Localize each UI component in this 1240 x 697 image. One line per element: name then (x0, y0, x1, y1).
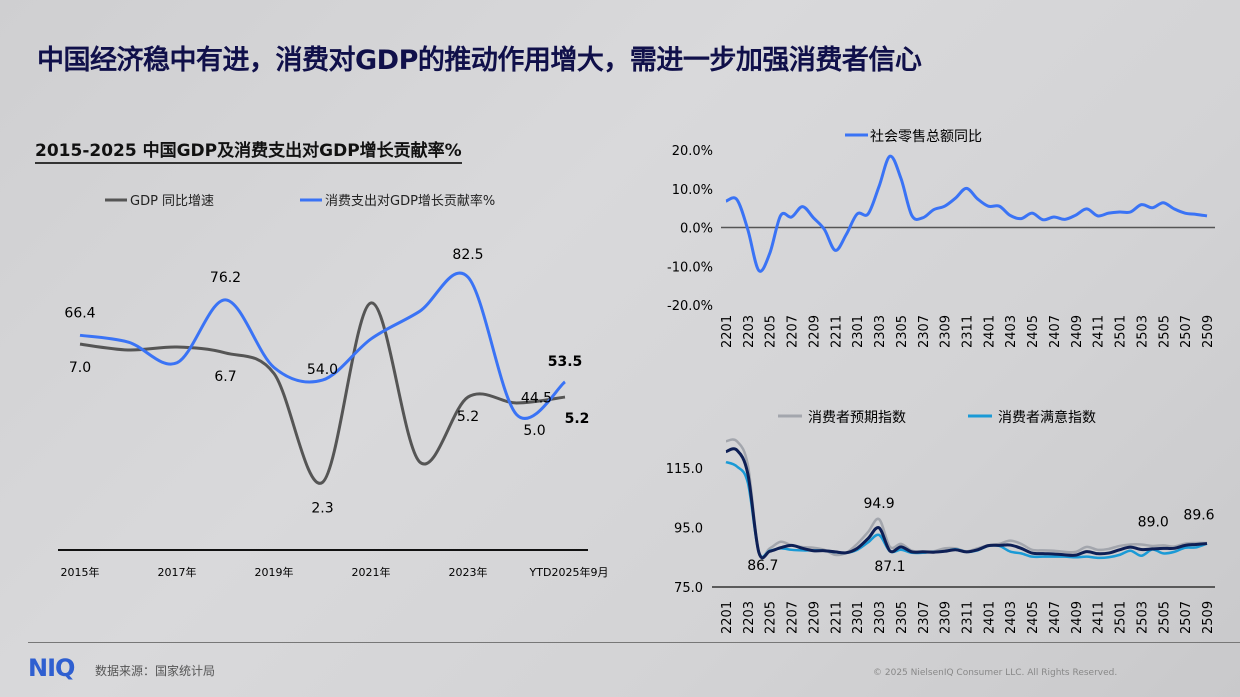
x-tick-label: 2305 (895, 315, 910, 348)
chart-title-gdp: 2015-2025 中国GDP及消费支出对GDP增长贡献率% (35, 136, 462, 164)
y-tick-label: 0.0% (680, 222, 713, 237)
legend-label: 消费者预期指数 (808, 410, 906, 426)
x-tick-label: 2503 (1135, 315, 1150, 348)
x-tick-label: 2307 (917, 315, 932, 348)
x-tick-label: 2401 (982, 601, 997, 634)
legend-label: GDP 同比增速 (130, 194, 214, 209)
y-tick-label: -20.0% (667, 299, 713, 314)
y-tick-label: 95.0 (674, 522, 703, 537)
x-tick-label: 2407 (1048, 315, 1063, 348)
x-tick-label: 2203 (742, 315, 757, 348)
copyright: © 2025 NielsenIQ Consumer LLC. All Right… (873, 668, 1118, 678)
data-label: 2.3 (311, 500, 333, 516)
data-label: 5.2 (565, 411, 590, 427)
confidence-index-line (725, 447, 1208, 560)
x-tick-label: 2019年 (255, 565, 294, 579)
x-tick-label: 2303 (873, 601, 888, 634)
x-tick-label: 2411 (1092, 601, 1107, 634)
data-label: 44.5 (521, 390, 552, 406)
x-tick-label: 2409 (1070, 315, 1085, 348)
gdp-growth-line (79, 301, 566, 485)
x-tick-label: 2205 (764, 601, 779, 634)
x-tick-label: 2021年 (352, 565, 391, 579)
x-tick-label: 2403 (1004, 601, 1019, 634)
data-label: 5.0 (523, 423, 545, 439)
x-tick-label: 2507 (1179, 601, 1194, 634)
x-tick-label: 2209 (807, 315, 822, 348)
legend-label: 消费支出对GDP增长贡献率% (325, 193, 495, 209)
data-label: 6.7 (214, 369, 236, 385)
x-tick-label: 2503 (1135, 601, 1150, 634)
x-tick-label: 2307 (917, 601, 932, 634)
consumption-contribution-line (79, 271, 567, 420)
expectation-index-line (725, 438, 1208, 559)
x-tick-label: 2505 (1157, 315, 1172, 348)
data-label: 5.2 (457, 409, 479, 425)
x-tick-label: 2301 (851, 315, 866, 348)
x-tick-label: 2309 (939, 315, 954, 348)
x-tick-label: 2301 (851, 601, 866, 634)
x-tick-label: 2201 (720, 601, 735, 634)
x-tick-label: 2501 (1114, 315, 1129, 348)
retail-sales-line (725, 154, 1208, 273)
x-tick-label: 2207 (786, 315, 801, 348)
x-tick-label: 2507 (1179, 315, 1194, 348)
data-label: 76.2 (210, 270, 241, 286)
data-source: 数据来源：国家统计局 (95, 664, 216, 678)
y-tick-label: 10.0% (672, 183, 713, 198)
data-label: 86.7 (747, 558, 778, 574)
x-tick-label: YTD2025年9月 (529, 565, 609, 579)
x-tick-label: 2509 (1201, 601, 1216, 634)
data-label: 66.4 (64, 305, 95, 321)
niq-logo: NIQ (28, 654, 75, 682)
data-label: 54.0 (307, 362, 338, 378)
x-tick-label: 2205 (764, 315, 779, 348)
x-tick-label: 2209 (807, 601, 822, 634)
x-tick-label: 2401 (982, 315, 997, 348)
y-tick-label: -10.0% (667, 260, 713, 275)
data-label: 87.1 (874, 559, 905, 575)
x-tick-label: 2311 (961, 315, 976, 348)
x-tick-label: 2305 (895, 601, 910, 634)
x-tick-label: 2015年 (61, 565, 100, 579)
x-tick-label: 2311 (961, 601, 976, 634)
x-tick-label: 2403 (1004, 315, 1019, 348)
x-tick-label: 2309 (939, 601, 954, 634)
y-tick-label: 115.0 (666, 462, 703, 477)
x-tick-label: 2211 (829, 601, 844, 634)
y-tick-label: 20.0% (672, 144, 713, 159)
x-tick-label: 2405 (1026, 601, 1041, 634)
data-label: 89.6 (1183, 508, 1214, 524)
x-tick-label: 2017年 (158, 565, 197, 579)
footer-divider (28, 642, 1240, 643)
x-tick-label: 2203 (742, 601, 757, 634)
x-tick-label: 2211 (829, 315, 844, 348)
x-tick-label: 2409 (1070, 601, 1085, 634)
data-label: 94.9 (863, 496, 894, 512)
x-tick-label: 2405 (1026, 315, 1041, 348)
legend-label: 社会零售总额同比 (870, 129, 982, 145)
data-label: 89.0 (1138, 514, 1169, 530)
legend-label: 消费者满意指数 (998, 409, 1096, 426)
x-tick-label: 2303 (873, 315, 888, 348)
data-label: 82.5 (452, 247, 483, 263)
x-tick-label: 2505 (1157, 601, 1172, 634)
data-label: 7.0 (69, 360, 91, 376)
x-tick-label: 2207 (786, 601, 801, 634)
x-tick-label: 2501 (1114, 601, 1129, 634)
page-title: 中国经济稳中有进，消费对GDP的推动作用增大，需进一步加强消费者信心 (37, 45, 922, 76)
y-tick-label: 75.0 (674, 581, 703, 596)
x-tick-label: 2407 (1048, 601, 1063, 634)
x-tick-label: 2201 (720, 315, 735, 348)
x-tick-label: 2509 (1201, 315, 1216, 348)
x-tick-label: 2411 (1092, 315, 1107, 348)
x-tick-label: 2023年 (449, 565, 488, 579)
data-label: 53.5 (548, 354, 583, 370)
